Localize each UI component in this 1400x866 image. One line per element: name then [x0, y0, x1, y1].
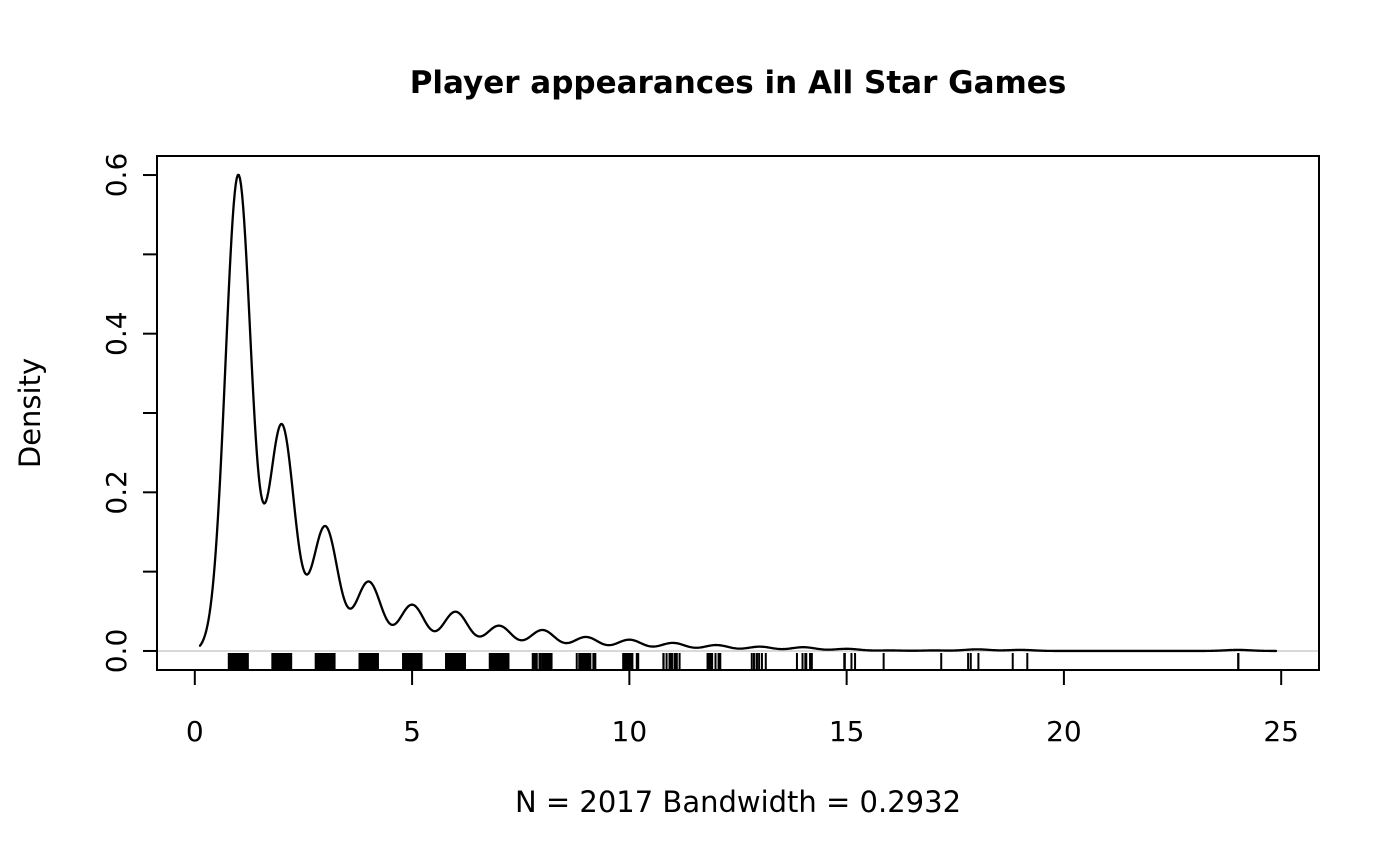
x-tick-label: 25 [1263, 715, 1299, 748]
x-tick-label: 0 [186, 715, 204, 748]
x-axis: 0 5 10 15 20 25 [186, 670, 1299, 748]
y-axis: 0.0 0.2 0.4 0.6 [100, 153, 157, 674]
x-axis-label: N = 2017 Bandwidth = 0.2932 [515, 785, 961, 819]
plot-title: Player appearances in All Star Games [410, 65, 1067, 101]
y-tick-label: 0.6 [100, 153, 133, 198]
plot-box [156, 155, 1320, 671]
y-tick-label: 0.2 [100, 470, 133, 515]
y-axis-label: Density [13, 358, 47, 468]
rug-marks [227, 653, 1240, 669]
x-tick-label: 15 [829, 715, 865, 748]
y-tick-label: 0.0 [100, 629, 133, 674]
density-curve [198, 173, 1278, 653]
x-tick-label: 20 [1046, 715, 1082, 748]
x-tick-label: 10 [612, 715, 648, 748]
y-tick-label: 0.4 [100, 311, 133, 356]
x-tick-label: 5 [403, 715, 421, 748]
